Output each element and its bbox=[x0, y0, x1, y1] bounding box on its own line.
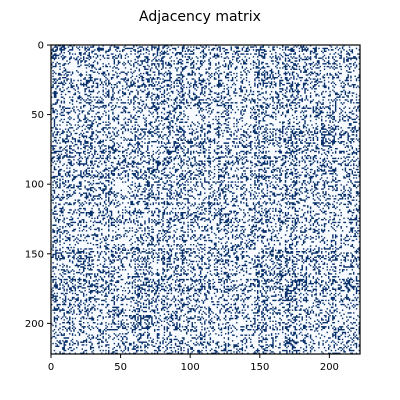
plot-frame bbox=[50, 44, 361, 355]
adjacency-cells bbox=[51, 45, 360, 354]
y-tick-label: 150 bbox=[25, 249, 44, 260]
matrix-cells bbox=[51, 45, 360, 354]
y-tick-label: 50 bbox=[31, 110, 44, 121]
x-tick-label: 200 bbox=[320, 362, 339, 373]
y-tick-label: 100 bbox=[25, 180, 44, 191]
x-tick-label: 0 bbox=[48, 362, 54, 373]
axis-ticks: 0 50 100 150 200 0 50 100 150 200 bbox=[25, 41, 339, 374]
chart-title: Adjacency matrix bbox=[139, 9, 261, 25]
y-tick-label: 0 bbox=[38, 41, 44, 52]
x-tick-label: 50 bbox=[114, 362, 127, 373]
y-tick-label: 200 bbox=[25, 319, 44, 330]
x-tick-label: 150 bbox=[250, 362, 269, 373]
x-tick-label: 100 bbox=[181, 362, 200, 373]
